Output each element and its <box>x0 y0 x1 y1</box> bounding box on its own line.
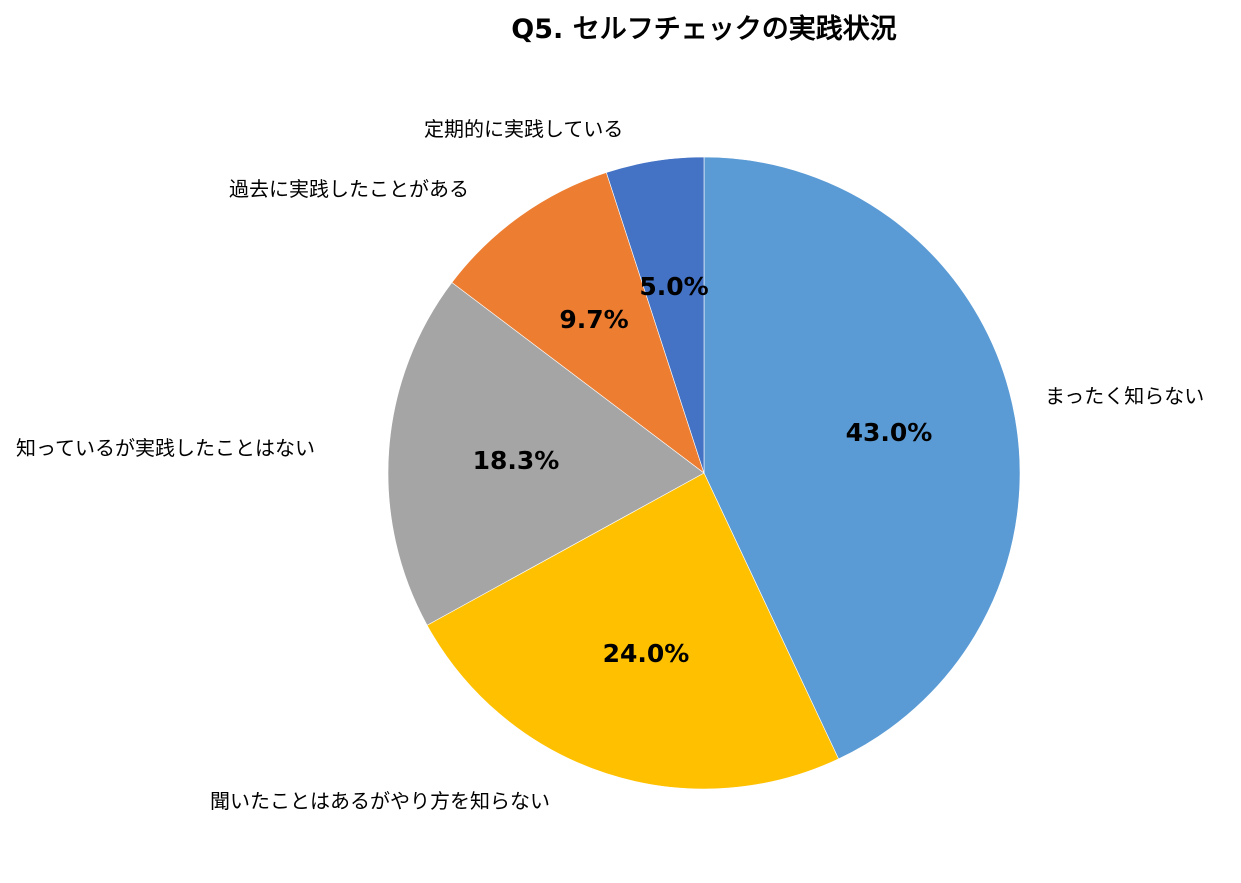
data-label-4: 9.7% <box>559 305 628 334</box>
category-label-2: 聞いたことはあるがやり方を知らない <box>210 789 550 813</box>
category-label-1: まったく知らない <box>1045 384 1204 408</box>
pie-slices <box>387 156 1021 790</box>
pie-slice-5 <box>605 156 705 474</box>
data-label-2: 24.0% <box>603 639 690 668</box>
pie-slice-3 <box>387 282 705 626</box>
category-label-4: 過去に実践したことがある <box>229 177 469 201</box>
data-label-3: 18.3% <box>473 446 560 475</box>
chart-title: Q5. セルフチェックの実践状況 <box>511 13 896 45</box>
category-label-3: 知っているが実践したことはない <box>16 436 315 460</box>
pie-slice-4 <box>451 172 705 474</box>
category-label-5: 定期的に実践している <box>424 117 623 141</box>
data-label-1: 43.0% <box>846 418 933 447</box>
pie-slice-2 <box>426 472 839 790</box>
data-labels: 43.0% 24.0% 18.3% 9.7% 5.0% <box>473 272 933 668</box>
data-label-5: 5.0% <box>639 272 708 301</box>
pie-slice-1 <box>703 156 1021 760</box>
